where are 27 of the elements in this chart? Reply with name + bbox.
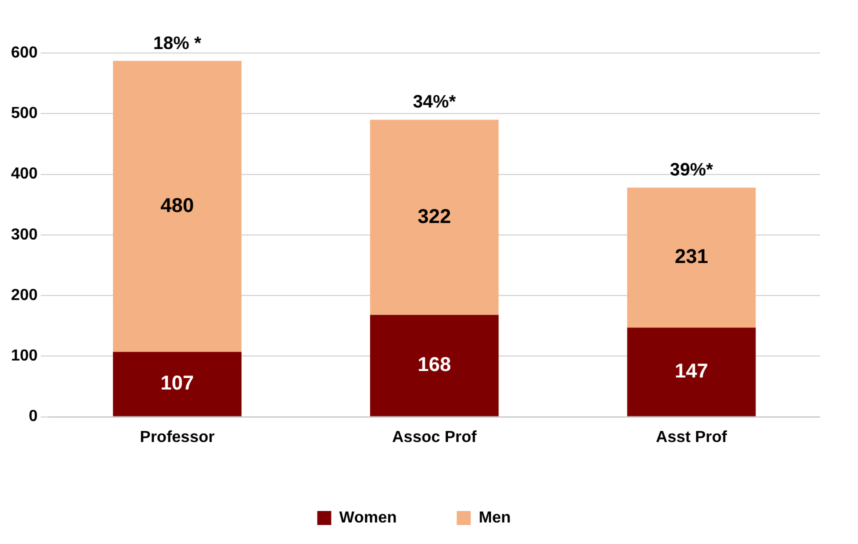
x-tick-label: Asst Prof	[656, 428, 728, 446]
y-tick-label: 0	[28, 408, 38, 426]
data-label: 322	[418, 206, 452, 228]
annotation: 34%*	[412, 92, 456, 112]
x-tick-label: Professor	[140, 428, 215, 446]
annotation: 18% *	[153, 32, 202, 53]
bar	[627, 188, 756, 328]
annotation: 39%*	[670, 160, 713, 180]
x-tick-label: Assoc Prof	[392, 428, 478, 446]
y-tick-label: 400	[10, 166, 38, 183]
legend-label: Women	[339, 509, 397, 526]
data-label: 147	[674, 360, 708, 382]
y-tick-label: 200	[10, 286, 38, 304]
bar	[370, 314, 499, 416]
data-label: 168	[418, 354, 452, 376]
bar	[627, 328, 756, 416]
data-label: 480	[160, 194, 194, 217]
y-tick-label: 500	[10, 105, 38, 122]
data-label: 231	[674, 246, 708, 268]
y-tick-label: 100	[10, 348, 38, 365]
y-tick-label: 300	[10, 226, 38, 244]
legend-label: Men	[478, 509, 511, 526]
bar	[112, 352, 242, 416]
y-tick-label: 600	[10, 44, 38, 62]
bar	[112, 60, 242, 352]
data-label: 107	[160, 372, 194, 395]
bar	[370, 120, 499, 315]
